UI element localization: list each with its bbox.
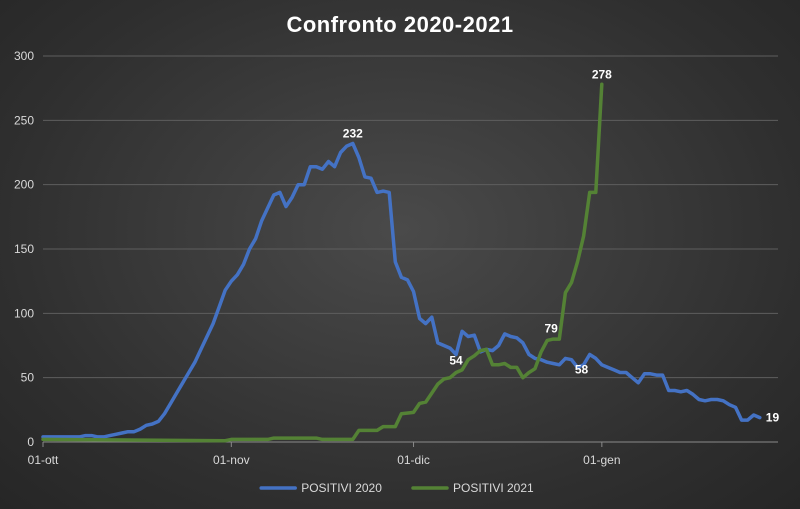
y-tick-label: 0 (27, 435, 34, 449)
data-label: 278 (592, 67, 612, 81)
data-label: 79 (544, 321, 558, 335)
y-tick-label: 250 (14, 113, 34, 127)
axes: 0 50 100 150 200 250 300 01-ott 01-nov 01-dic 01-g… (14, 49, 778, 467)
y-tick-label: 150 (14, 242, 34, 256)
series-lines (41, 82, 762, 443)
legend-label: POSITIVI 2020 (301, 481, 382, 495)
data-label: 54 (449, 354, 463, 368)
y-tick-label: 100 (14, 306, 34, 320)
data-label: 19 (766, 411, 780, 425)
y-tick-label: 50 (21, 371, 35, 385)
x-tick-label: 01-gen (583, 453, 620, 467)
data-label: 58 (575, 362, 589, 376)
y-tick-label: 300 (14, 49, 34, 63)
data-labels: 232 58 19 54 79 278 (343, 67, 780, 424)
x-tick-label: 01-dic (397, 453, 430, 467)
legend-label: POSITIVI 2021 (453, 481, 534, 495)
legend: POSITIVI 2020 POSITIVI 2021 (259, 481, 534, 495)
data-label: 232 (343, 126, 363, 140)
grid-lines (43, 55, 778, 379)
chart-title: Confronto 2020-2021 (286, 12, 514, 37)
series-line-positivi-2021 (41, 82, 604, 443)
y-tick-label: 200 (14, 178, 34, 192)
x-tick-label: 01-nov (213, 453, 250, 467)
x-tick-label: 01-ott (28, 453, 59, 467)
series-line-positivi-2020 (41, 141, 762, 439)
